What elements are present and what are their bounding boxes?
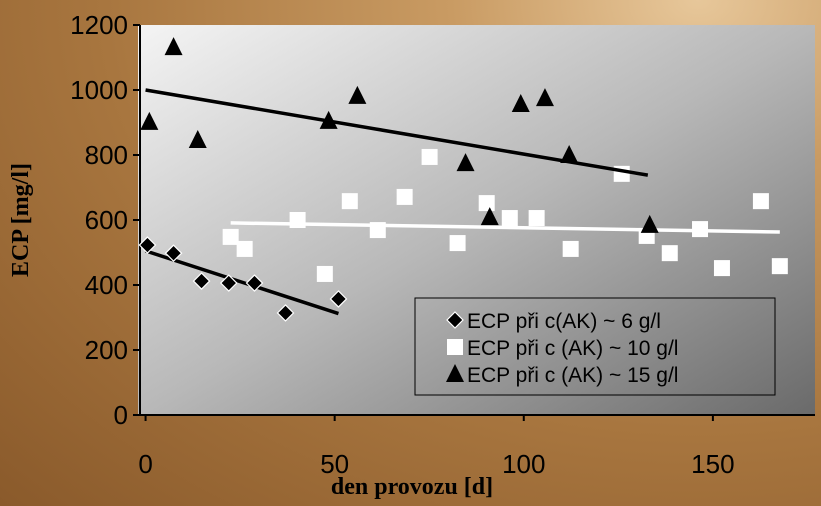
point [290,212,306,228]
x-tick-label: 50 [320,449,349,479]
y-tick-label: 0 [114,400,128,430]
legend-label: ECP při c (AK) ~ 10 g/l [467,337,678,360]
point [422,149,438,165]
x-axis-label: den provozu [d] [331,474,493,500]
x-tick-label: 150 [691,449,734,479]
point [397,189,413,205]
y-tick-label: 1000 [70,75,128,105]
point [772,258,788,274]
y-tick-label: 400 [85,270,128,300]
point [502,210,518,226]
y-axis-label: ECP [mg/l] [8,163,34,277]
legend-label: ECP při c (AK) ~ 15 g/l [467,364,678,387]
point [662,245,678,261]
legend-label: ECP při c(AK) ~ 6 g/l [467,310,661,333]
point [342,193,358,209]
y-tick-label: 1200 [70,10,128,40]
point [370,222,386,238]
point [692,221,708,237]
point [479,195,495,211]
point [223,229,239,245]
page: den provozu [d] ECP [mg/l] 0 200 400 600 800… [0,0,821,506]
x-tick-label: 100 [502,449,545,479]
chart: den provozu [d] ECP [mg/l] 0 200 400 600 800… [0,0,821,506]
legend-marker [447,339,463,355]
x-tick-label: 0 [138,449,152,479]
point [714,260,730,276]
point [753,193,769,209]
y-tick-label: 200 [85,335,128,365]
y-tick-label: 800 [85,140,128,170]
point [529,210,545,226]
point [563,241,579,257]
point [317,266,333,282]
y-tick-label: 600 [85,205,128,235]
point [450,235,466,251]
point [237,241,253,257]
